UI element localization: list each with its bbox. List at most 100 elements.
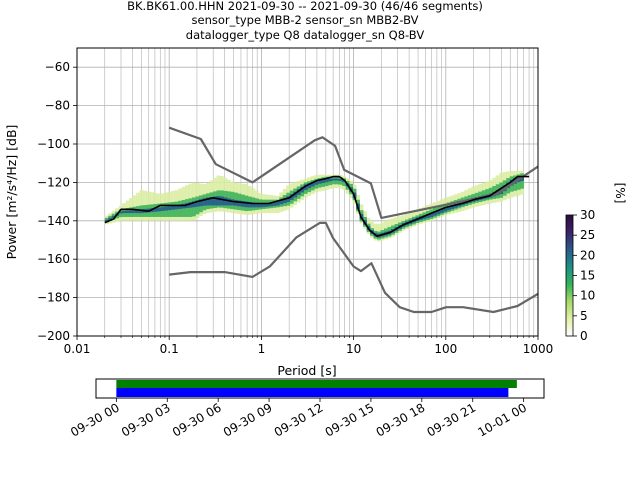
timeline-tick-label: 10-01 00 bbox=[475, 400, 529, 439]
timeline-tick-label: 09-30 18 bbox=[374, 400, 428, 439]
density-cell-high bbox=[199, 199, 203, 207]
density-cell-high bbox=[422, 215, 427, 220]
density-cell-high bbox=[450, 205, 455, 209]
density-cell-high bbox=[293, 191, 298, 198]
density-cell-high bbox=[226, 198, 231, 206]
density-cell-high bbox=[136, 209, 140, 214]
density-cell-high bbox=[296, 189, 301, 195]
y-tick-label: −140 bbox=[37, 214, 70, 228]
title-line-2: sensor_type MBB-2 sensor_sn MBB2-BV bbox=[192, 13, 419, 27]
timeline-tick-label: 09-30 00 bbox=[68, 400, 122, 439]
x-tick-label: 0.01 bbox=[64, 342, 91, 356]
density-cell-high bbox=[139, 209, 144, 214]
density-cell-high bbox=[314, 180, 319, 185]
density-cell-high bbox=[195, 200, 200, 207]
colorbar-tick-label: 5 bbox=[580, 309, 588, 323]
timeline-green-bar bbox=[116, 380, 517, 388]
density-cell-high bbox=[174, 205, 179, 210]
density-cell-high bbox=[230, 199, 235, 206]
psd-plot-area: 0.01 0.1 1 10 100 1000 −200 −180 −160 −140 −120 −1… bbox=[4, 47, 554, 378]
density-cell-high bbox=[216, 196, 221, 206]
density-cell-high bbox=[118, 211, 123, 214]
density-cell-high bbox=[157, 207, 161, 212]
density-cell-high bbox=[122, 210, 127, 214]
x-axis-ticks: 0.01 0.1 1 10 100 1000 bbox=[64, 336, 554, 356]
y-tick-label: −100 bbox=[37, 137, 70, 151]
colorbar-tick-label: 0 bbox=[580, 329, 588, 343]
density-cell-high bbox=[167, 206, 172, 211]
density-cell-high bbox=[328, 178, 332, 182]
density-cell-high bbox=[212, 196, 217, 206]
density-cell-high bbox=[153, 207, 158, 212]
y-tick-label: −120 bbox=[37, 175, 70, 189]
y-tick-label: −160 bbox=[37, 252, 70, 266]
density-cell-high bbox=[338, 178, 343, 181]
density-cell-high bbox=[188, 202, 193, 208]
density-cell-high bbox=[509, 179, 514, 186]
timeline-tick-label: 09-30 12 bbox=[272, 400, 326, 439]
density-cell-high bbox=[237, 200, 242, 207]
density-cell-high bbox=[342, 180, 346, 183]
density-cell-high bbox=[303, 184, 308, 191]
density-cell-high bbox=[310, 181, 315, 187]
density-cell-high bbox=[439, 209, 444, 213]
density-cell-high bbox=[300, 186, 305, 193]
density-cell-high bbox=[265, 202, 270, 207]
density-cell-high bbox=[429, 213, 434, 218]
density-cell-high bbox=[520, 176, 525, 182]
density-cell-high bbox=[261, 203, 266, 208]
density-cell-high bbox=[164, 206, 168, 211]
noise-model-line bbox=[168, 126, 538, 219]
density-cell-high bbox=[275, 201, 280, 206]
plot-frame bbox=[76, 47, 539, 337]
density-cell-high bbox=[192, 201, 196, 208]
density-cell-high bbox=[254, 202, 259, 208]
colorbar-tick-label: 15 bbox=[580, 269, 595, 283]
colorbar-tick-label: 20 bbox=[580, 248, 595, 262]
y-tick-label: −60 bbox=[45, 60, 70, 74]
density-cell-high bbox=[321, 179, 326, 184]
timeline-blue-bar bbox=[116, 388, 509, 397]
density-cell-high bbox=[251, 202, 256, 208]
y-tick-label: −180 bbox=[37, 291, 70, 305]
colorbar-tick-label: 25 bbox=[580, 228, 595, 242]
mean-psd-line bbox=[104, 175, 530, 237]
title-line-3: datalogger_type Q8 datalogger_sn Q8-BV bbox=[186, 28, 425, 42]
density-cell-high bbox=[160, 207, 165, 211]
x-tick-label: 1 bbox=[258, 342, 266, 356]
density-cell-high bbox=[202, 198, 207, 206]
density-cell-high bbox=[446, 206, 451, 211]
timeline-tick-label: 09-30 15 bbox=[323, 400, 377, 439]
density-cell-high bbox=[436, 210, 441, 215]
density-cell-high bbox=[129, 210, 133, 214]
title-line-1: BK.BK61.00.HHN 2021-09-30 -- 2021-09-30 … bbox=[127, 0, 483, 13]
density-cell-high bbox=[233, 199, 238, 206]
y-axis-ticks: −200 −180 −160 −140 −120 −100 −80 −60 bbox=[37, 60, 77, 343]
timeline-tick-label: 09-30 03 bbox=[119, 400, 173, 439]
figure-title: BK.BK61.00.HHN 2021-09-30 -- 2021-09-30 … bbox=[127, 0, 483, 42]
x-tick-label: 1000 bbox=[523, 342, 554, 356]
density-cell-high bbox=[331, 178, 336, 181]
density-cell-mid bbox=[181, 199, 186, 217]
density-cell-high bbox=[282, 198, 287, 204]
density-cell-high bbox=[335, 178, 339, 181]
density-cell-high bbox=[240, 200, 245, 207]
density-cell-high bbox=[289, 194, 294, 200]
x-tick-label: 10 bbox=[346, 342, 361, 356]
density-cell-high bbox=[432, 211, 437, 216]
x-axis-label: Period [s] bbox=[277, 363, 336, 378]
density-cell-high bbox=[443, 207, 448, 212]
y-tick-label: −80 bbox=[45, 99, 70, 113]
psd-lines bbox=[104, 126, 538, 314]
colorbar-ticks: 0 5 10 15 20 25 30 bbox=[573, 208, 595, 343]
density-cell-high bbox=[206, 197, 210, 206]
density-cell-high bbox=[324, 178, 329, 183]
density-cell-high bbox=[178, 204, 182, 209]
density-cell-high bbox=[223, 197, 228, 206]
density-cell-high bbox=[247, 201, 252, 208]
density-cell-high bbox=[258, 203, 263, 208]
timeline-tick-label: 09-30 09 bbox=[221, 400, 275, 439]
density-cell-high bbox=[279, 199, 284, 205]
